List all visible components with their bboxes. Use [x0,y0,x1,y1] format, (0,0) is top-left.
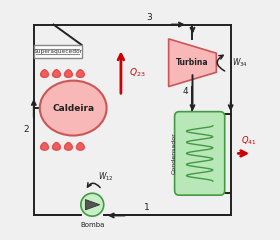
Text: Superaquecedor: Superaquecedor [33,49,82,54]
Polygon shape [76,70,84,77]
Polygon shape [85,199,100,210]
Text: $W_{34}$: $W_{34}$ [232,56,248,69]
Text: Bomba: Bomba [80,222,104,228]
Text: Condensador: Condensador [172,132,177,174]
Ellipse shape [40,81,107,136]
Polygon shape [53,143,60,150]
Polygon shape [41,143,48,150]
Text: Turbina: Turbina [176,58,209,67]
FancyBboxPatch shape [34,45,81,58]
Polygon shape [64,70,73,77]
FancyBboxPatch shape [175,112,225,195]
Circle shape [81,193,104,216]
Polygon shape [76,143,84,150]
Text: $Q_{23}$: $Q_{23}$ [129,66,146,78]
Polygon shape [169,39,216,87]
Text: 1: 1 [144,203,150,212]
Polygon shape [41,70,48,77]
Polygon shape [64,143,73,150]
Text: 2: 2 [24,125,29,134]
Text: 4: 4 [183,87,188,96]
Text: $W_{12}$: $W_{12}$ [97,170,113,182]
Text: 3: 3 [147,13,152,22]
Text: $Q_{41}$: $Q_{41}$ [241,135,256,147]
Polygon shape [53,70,60,77]
Text: Caldeira: Caldeira [52,104,94,113]
